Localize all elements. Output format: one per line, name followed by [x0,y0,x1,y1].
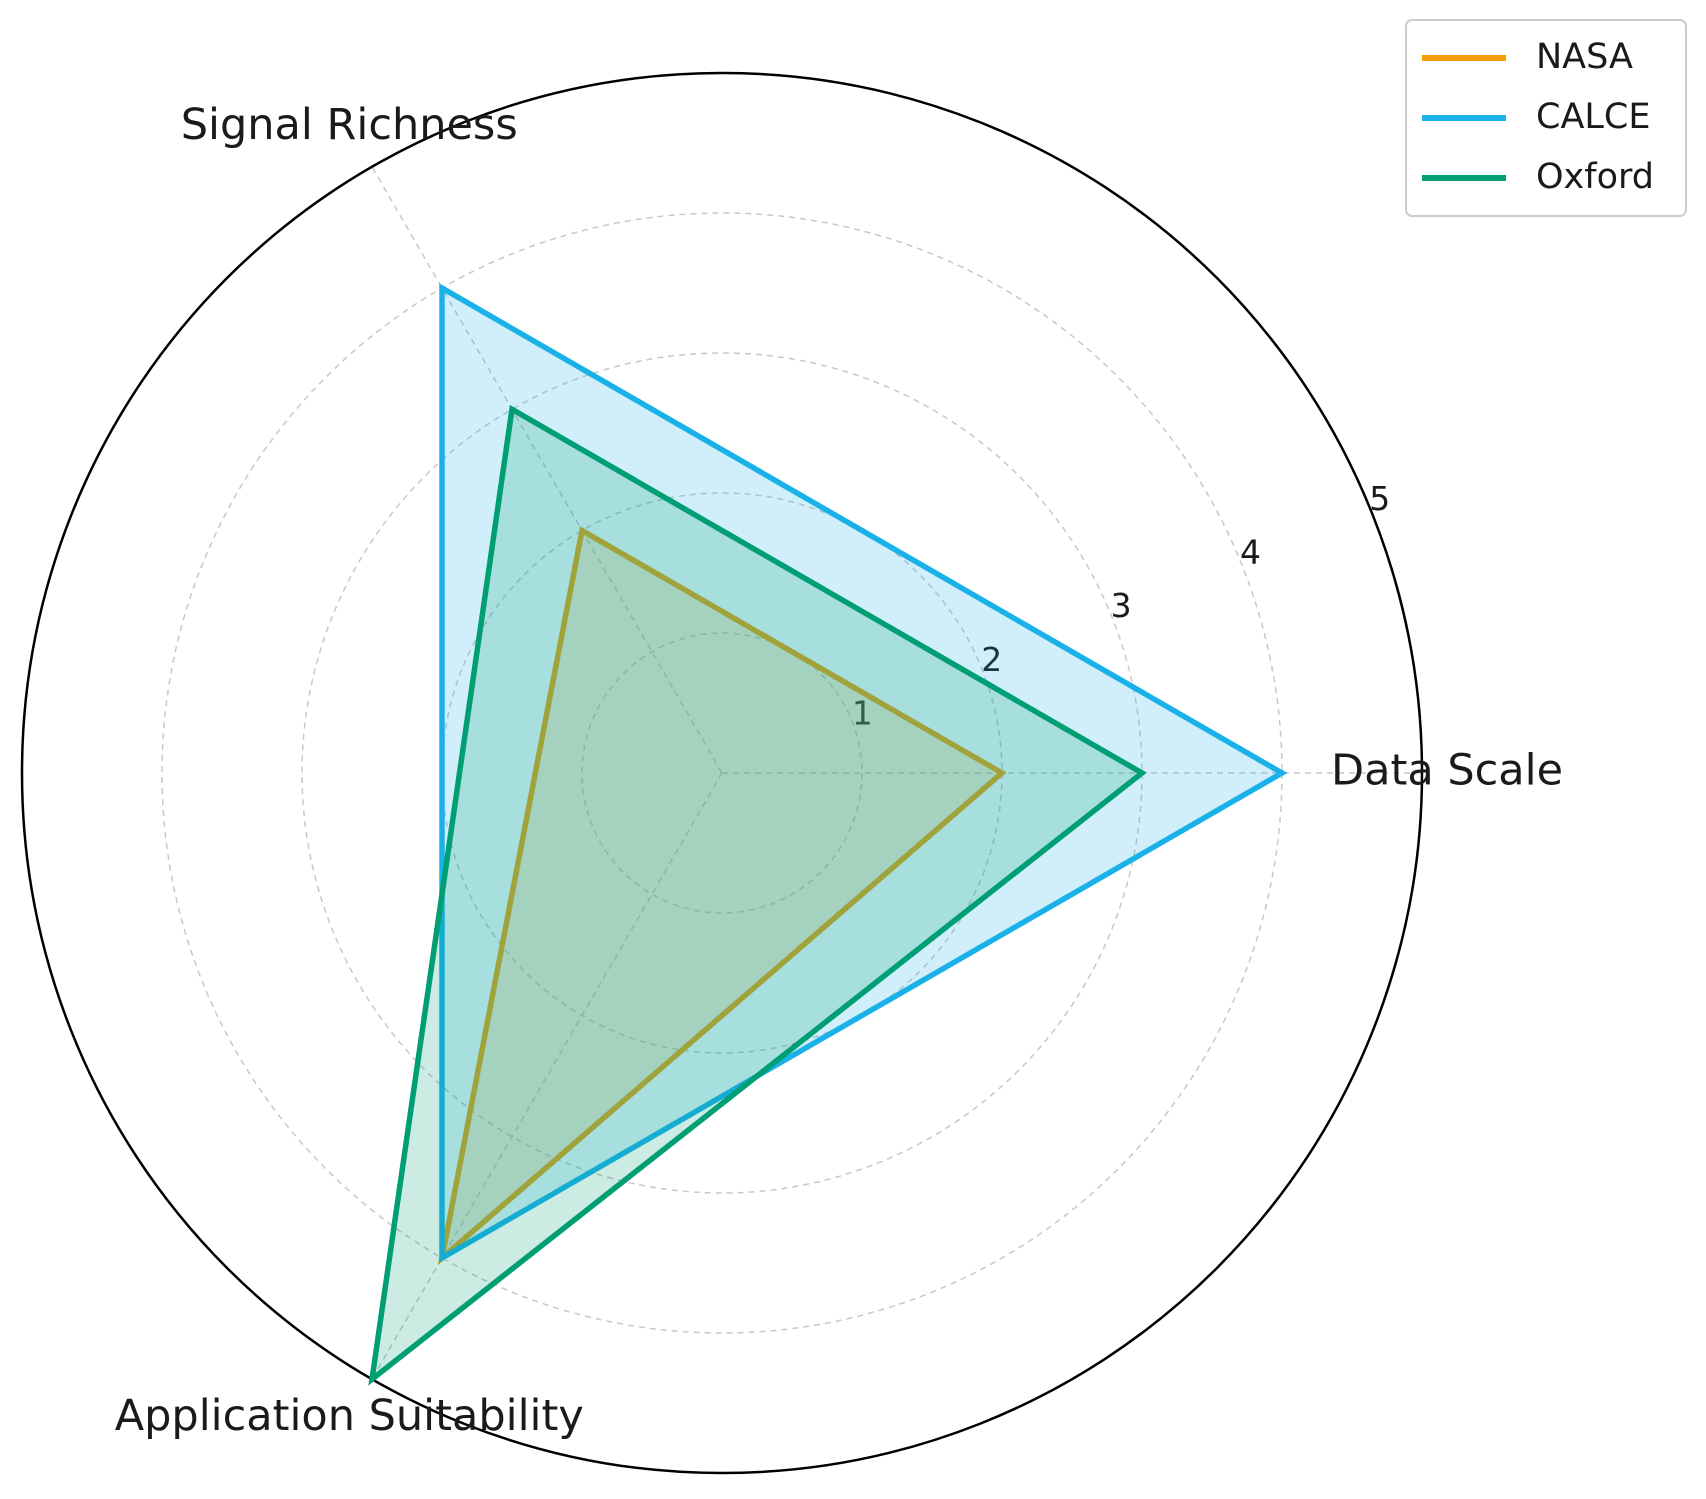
legend-box [1405,19,1687,217]
y-tick-label: 5 [1369,479,1390,518]
axis-label: Data Scale [1331,746,1563,796]
legend-label: CALCE [1536,97,1650,137]
y-tick-label: 4 [1240,533,1261,572]
outer-ring [20,71,1424,1475]
legend-label: NASA [1536,37,1633,77]
legend-label: Oxford [1536,157,1654,197]
y-tick-label: 1 [852,693,873,732]
axis-label: Application Suitability [115,1391,584,1441]
series-line [437,526,1007,1266]
y-tick-label: 3 [1111,586,1132,625]
series-area [372,409,1142,1380]
series-area [442,288,1282,1258]
legend: NASA CALCE Oxford [1405,19,1687,217]
spoke [371,166,723,774]
spoke [371,772,723,1380]
series-line [439,283,1288,1263]
y-tick-label: 2 [981,640,1002,679]
axis-label: Signal Richness [181,100,518,150]
series-line [368,404,1147,1386]
series-area [442,530,1002,1258]
grid-ring [581,632,863,914]
